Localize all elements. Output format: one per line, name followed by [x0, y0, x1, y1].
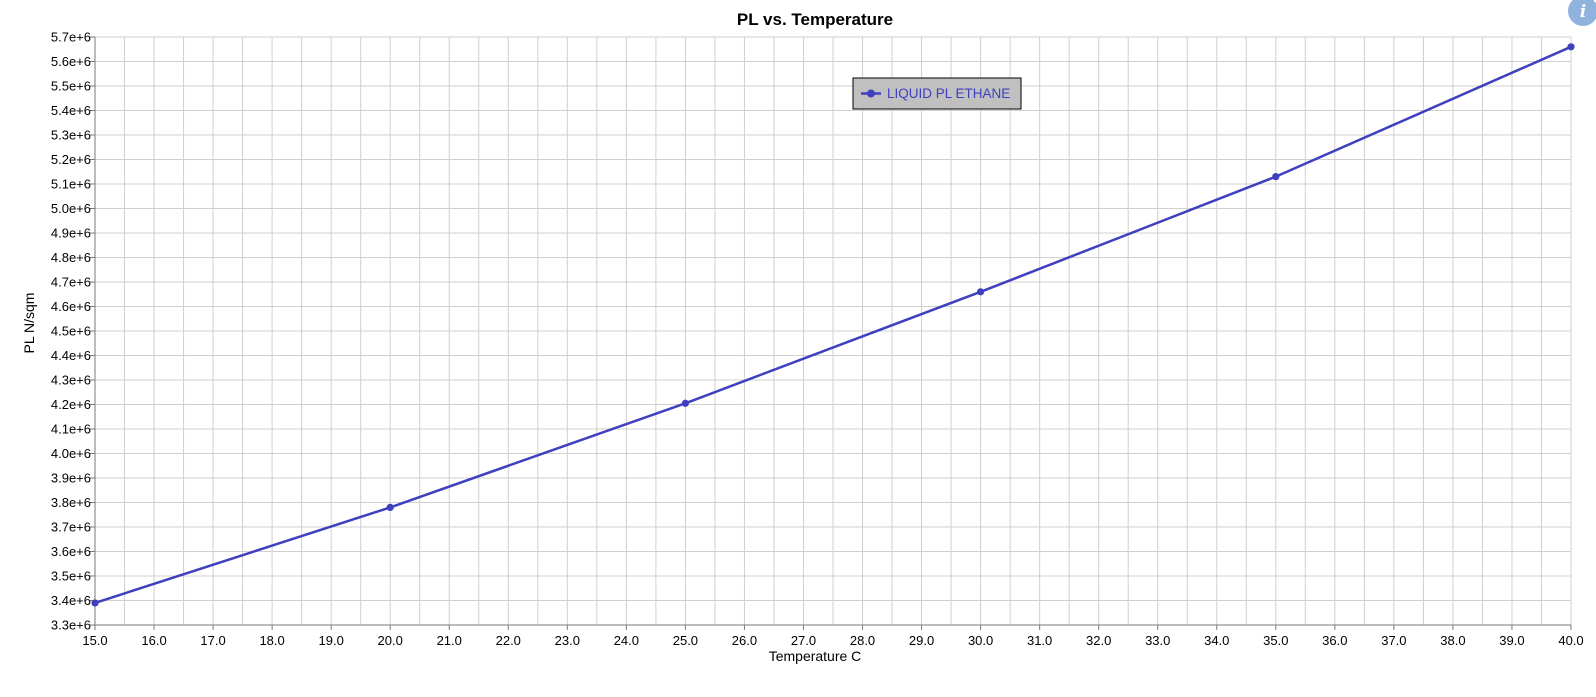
x-tick-label: 20.0 — [378, 633, 403, 648]
x-tick-label: 36.0 — [1322, 633, 1347, 648]
x-tick-label: 30.0 — [968, 633, 993, 648]
y-tick-label: 4.4e+6 — [51, 348, 91, 363]
grid — [94, 36, 1572, 626]
y-tick-label: 5.2e+6 — [51, 152, 91, 167]
y-tick-label: 4.8e+6 — [51, 250, 91, 265]
y-tick-label: 4.3e+6 — [51, 373, 91, 388]
chart-title: PL vs. Temperature — [737, 10, 893, 29]
y-tick-label: 3.3e+6 — [51, 618, 91, 633]
y-tick-label: 5.3e+6 — [51, 128, 91, 143]
x-tick-label: 37.0 — [1381, 633, 1406, 648]
tick-labels: 15.0 16.0 17.0 18.0 19.0 20.0 21.0 22.0 23.0 24.0… — [51, 30, 1584, 649]
data-point — [91, 599, 99, 607]
y-tick-label: 3.5e+6 — [51, 569, 91, 584]
y-tick-label: 3.8e+6 — [51, 495, 91, 510]
y-tick-label: 4.5e+6 — [51, 324, 91, 339]
x-tick-label: 24.0 — [614, 633, 639, 648]
data-point — [681, 399, 690, 407]
y-tick-label: 4.6e+6 — [51, 299, 91, 314]
x-tick-label: 34.0 — [1204, 633, 1229, 648]
legend[interactable]: LIQUID PL ETHANE — [852, 77, 1022, 110]
y-tick-label: 5.4e+6 — [51, 103, 91, 118]
y-tick-label: 5.0e+6 — [51, 201, 91, 216]
y-tick-label: 5.7e+6 — [51, 30, 91, 45]
x-tick-label: 19.0 — [319, 633, 344, 648]
x-tick-label: 15.0 — [82, 633, 107, 648]
x-tick-label: 33.0 — [1145, 633, 1170, 648]
x-tick-label: 18.0 — [259, 633, 284, 648]
y-tick-label: 4.1e+6 — [51, 422, 91, 437]
y-tick-label: 4.2e+6 — [51, 397, 91, 412]
x-tick-label: 35.0 — [1263, 633, 1288, 648]
y-tick-label: 3.4e+6 — [51, 593, 91, 608]
data-point — [977, 288, 985, 296]
y-tick-label: 4.0e+6 — [51, 446, 91, 461]
y-tick-label: 4.9e+6 — [51, 226, 91, 241]
axes — [90, 36, 1572, 630]
y-tick-label: 5.6e+6 — [51, 54, 91, 69]
x-tick-label: 21.0 — [437, 633, 462, 648]
x-tick-label: 25.0 — [673, 633, 698, 648]
x-tick-label: 29.0 — [909, 633, 934, 648]
x-tick-label: 26.0 — [732, 633, 757, 648]
x-axis-label: Temperature C — [769, 648, 862, 664]
info-icon-glyph: i — [1580, 2, 1586, 22]
y-axis-label: PL N/sqm — [21, 293, 37, 354]
legend-item-liquid-pl-ethane: LIQUID PL ETHANE — [887, 86, 1010, 101]
info-icon — [1568, 0, 1596, 26]
data-point — [386, 503, 394, 511]
x-tick-label: 17.0 — [200, 633, 225, 648]
legend-swatch-marker — [867, 89, 875, 98]
x-tick-label: 31.0 — [1027, 633, 1052, 648]
y-tick-label: 5.5e+6 — [51, 79, 91, 94]
data-point — [1567, 43, 1575, 51]
y-tick-label: 3.9e+6 — [51, 471, 91, 486]
x-tick-label: 23.0 — [555, 633, 580, 648]
x-tick-label: 40.0 — [1558, 633, 1583, 648]
series-line — [94, 45, 1572, 605]
info-button[interactable]: i — [1568, 0, 1596, 26]
x-tick-label: 38.0 — [1440, 633, 1465, 648]
y-tick-label: 3.6e+6 — [51, 544, 91, 559]
x-tick-label: 32.0 — [1086, 633, 1111, 648]
x-tick-label: 39.0 — [1499, 633, 1524, 648]
series-layer — [91, 43, 1575, 607]
y-tick-label: 3.7e+6 — [51, 520, 91, 535]
x-tick-label: 27.0 — [791, 633, 816, 648]
x-tick-label: 22.0 — [496, 633, 521, 648]
data-point — [1272, 173, 1280, 181]
x-tick-label: 28.0 — [850, 633, 875, 648]
y-tick-label: 5.1e+6 — [51, 177, 91, 192]
y-tick-label: 4.7e+6 — [51, 275, 91, 290]
x-tick-label: 16.0 — [141, 633, 166, 648]
